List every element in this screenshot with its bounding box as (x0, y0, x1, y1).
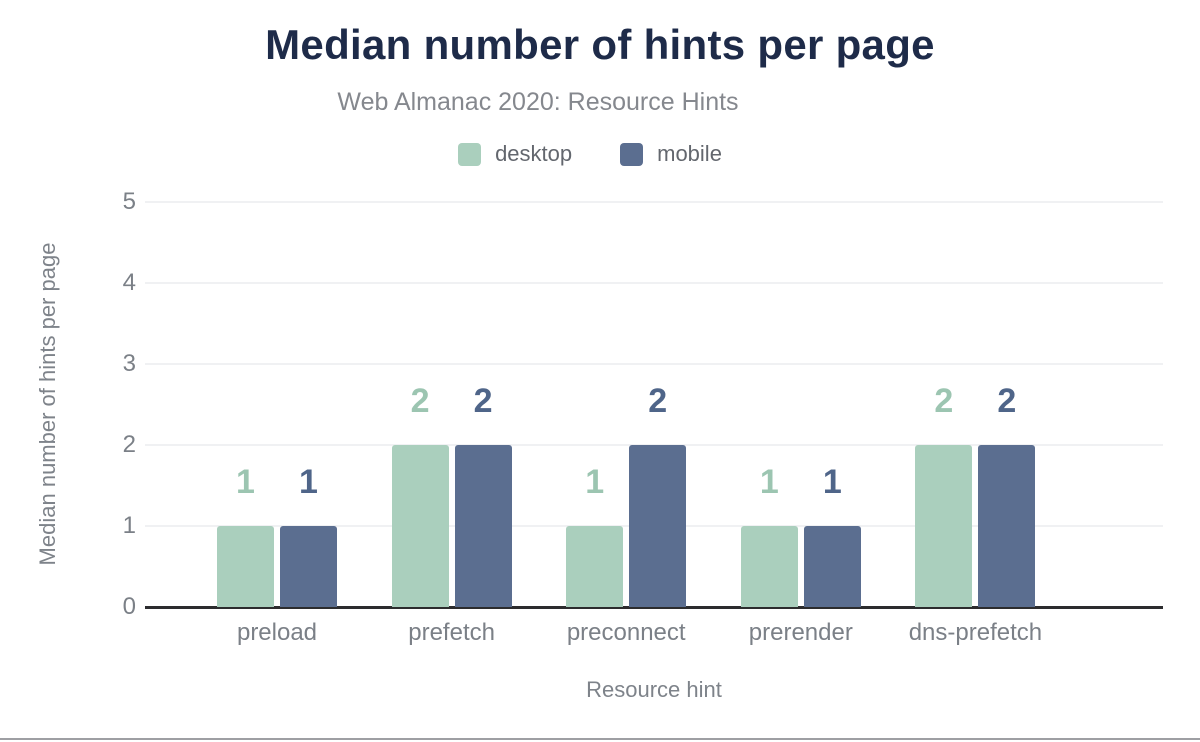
y-tick-label-3: 3 (122, 350, 136, 377)
bottom-divider (0, 738, 1200, 740)
y-tick-label-1: 1 (122, 512, 136, 539)
x-tick-label-preconnect: preconnect (566, 619, 686, 646)
legend: desktop mobile (0, 141, 1180, 167)
bar-preload-mobile[interactable] (280, 526, 337, 607)
x-tick-label-prerender: prerender (748, 619, 853, 646)
gridline-y-5 (145, 201, 1163, 203)
chart-title: Median number of hints per page (265, 21, 935, 68)
legend-label-mobile: mobile (657, 141, 722, 166)
bar-prefetch-mobile[interactable] (454, 445, 512, 607)
legend-item-mobile: mobile (620, 141, 722, 167)
legend-item-desktop: desktop (458, 141, 572, 167)
gridline-y-4 (145, 282, 1163, 284)
value-label-preload-mobile: 1 (299, 463, 318, 501)
value-label-prerender-desktop: 1 (759, 463, 779, 501)
value-label-prefetch-desktop: 2 (410, 382, 430, 420)
bar-preload-desktop[interactable] (217, 526, 274, 607)
x-tick-label-prefetch: prefetch (408, 619, 495, 646)
bar-prerender-mobile[interactable] (803, 526, 861, 607)
value-label-dns-prefetch-desktop: 2 (934, 382, 954, 420)
bar-preconnect-desktop[interactable] (566, 526, 624, 607)
value-label-prefetch-mobile: 2 (473, 382, 493, 420)
x-axis-line (145, 606, 1163, 609)
legend-label-desktop: desktop (495, 141, 573, 166)
y-tick-label-2: 2 (122, 431, 136, 458)
x-tick-label-preload: preload (236, 619, 318, 646)
x-axis-title: Resource hint (586, 677, 722, 702)
chart-subtitle: Web Almanac 2020: Resource Hints (337, 88, 739, 116)
legend-swatch-mobile (620, 142, 644, 166)
y-tick-label-4: 4 (122, 269, 136, 296)
x-tick-label-dns-prefetch: dns-prefetch (908, 619, 1043, 646)
value-label-dns-prefetch-mobile: 2 (997, 382, 1017, 420)
bar-prerender-desktop[interactable] (740, 526, 798, 607)
y-tick-label-5: 5 (122, 188, 136, 215)
gridline-y-3 (145, 363, 1163, 365)
value-label-preconnect-mobile: 2 (648, 382, 668, 420)
value-label-preload-desktop: 1 (236, 463, 255, 501)
value-label-prerender-mobile: 1 (822, 463, 842, 501)
bar-prefetch-desktop[interactable] (391, 445, 449, 607)
bar-preconnect-mobile[interactable] (629, 445, 687, 607)
value-label-preconnect-desktop: 1 (585, 463, 605, 501)
legend-swatch-desktop (458, 142, 482, 166)
bar-dns-prefetch-mobile[interactable] (978, 445, 1036, 607)
bar-dns-prefetch-desktop[interactable] (915, 445, 973, 607)
y-tick-label-0: 0 (122, 593, 136, 620)
